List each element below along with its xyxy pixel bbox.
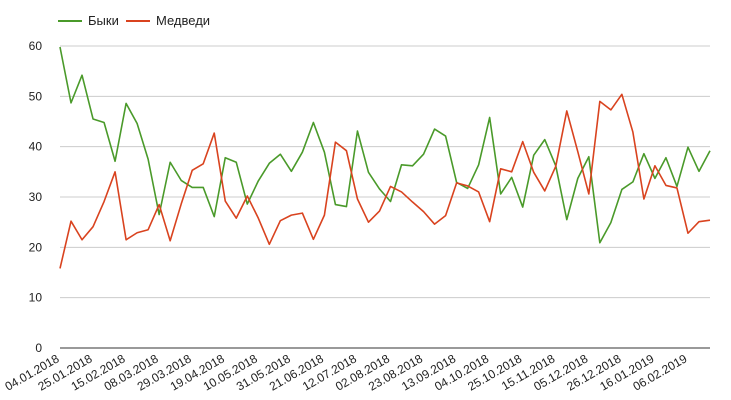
- y-tick-label: 0: [35, 341, 42, 355]
- y-tick-label: 60: [29, 39, 43, 53]
- legend-item-series-1[interactable]: Быки: [58, 13, 119, 28]
- legend-swatch-series-1: [58, 19, 82, 22]
- y-axis-ticks: 0 10 20 30 40 50 60: [29, 39, 43, 355]
- series-lines: [59, 46, 711, 269]
- legend-label-series-1: Быки: [88, 13, 119, 28]
- legend-item-series-2[interactable]: Медведи: [126, 13, 210, 28]
- y-tick-label: 10: [29, 291, 43, 305]
- gridlines: [60, 45, 710, 349]
- legend-label-series-2: Медведи: [156, 13, 211, 28]
- y-tick-label: 50: [29, 89, 43, 103]
- y-tick-label: 20: [29, 240, 43, 254]
- series-line-1: [59, 46, 711, 244]
- legend-swatch-series-2: [126, 19, 150, 22]
- series-line-2: [59, 93, 711, 269]
- x-axis-ticks: 04.01.201825.01.201815.02.201808.03.2018…: [2, 351, 689, 393]
- y-tick-label: 30: [29, 190, 43, 204]
- y-tick-label: 40: [29, 140, 43, 154]
